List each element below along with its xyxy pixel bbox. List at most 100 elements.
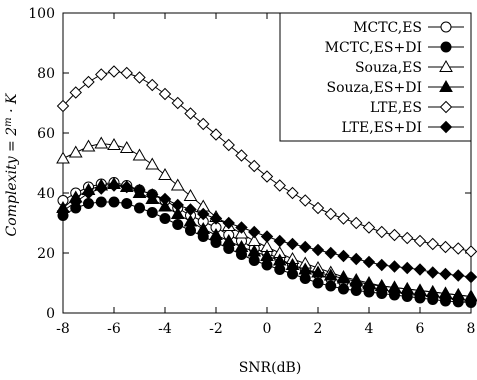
- diamond-marker: [209, 212, 223, 225]
- diamond-marker: [158, 192, 172, 206]
- x-tick-label: 4: [365, 321, 374, 337]
- series-line: [62, 142, 472, 297]
- y-tick-label: 0: [46, 306, 55, 322]
- triangle-marker: [119, 140, 134, 153]
- x-tick-label: -6: [107, 321, 121, 337]
- triangle-marker: [323, 268, 338, 281]
- diamond-marker: [299, 240, 312, 254]
- circle-marker: [440, 21, 452, 33]
- diamond-marker: [388, 260, 401, 273]
- y-axis-title-main: Complexity = 2: [4, 127, 20, 237]
- x-tick-label: 0: [263, 321, 272, 337]
- diamond-marker: [388, 228, 401, 242]
- diamond-marker: [337, 249, 350, 263]
- legend-label: Souza,ES+DI: [326, 80, 422, 96]
- diamond-marker: [362, 255, 376, 269]
- diamond-marker: [184, 107, 197, 120]
- diamond-marker: [299, 194, 312, 207]
- circle-marker: [261, 259, 273, 271]
- diamond-marker: [222, 216, 235, 230]
- triangle-marker: [400, 281, 415, 294]
- diamond-marker: [413, 234, 427, 248]
- diamond-marker: [209, 128, 223, 141]
- triangle-marker: [234, 239, 249, 252]
- triangle-marker: [464, 289, 477, 302]
- diamond-marker: [324, 246, 337, 260]
- circle-marker: [287, 268, 298, 280]
- triangle-marker: [145, 157, 160, 170]
- triangle-marker: [221, 233, 236, 246]
- diamond-marker: [452, 269, 465, 282]
- diamond-marker: [171, 198, 184, 212]
- diamond-marker: [286, 186, 299, 200]
- triangle-marker: [209, 227, 223, 240]
- diamond-marker: [401, 231, 414, 245]
- triangle-marker: [170, 178, 185, 191]
- triangle-marker: [439, 59, 453, 72]
- triangle-marker: [439, 79, 453, 92]
- y-tick-label: 100: [28, 6, 55, 22]
- legend-label: MCTC,ES+DI: [325, 40, 422, 56]
- y-tick-label: 60: [37, 126, 55, 142]
- diamond-marker: [158, 87, 172, 101]
- diamond-marker: [235, 149, 248, 162]
- diamond-marker: [69, 86, 82, 99]
- triangle-marker: [285, 257, 300, 270]
- legend-label: LTE,ES+DI: [342, 120, 422, 136]
- triangle-marker: [68, 145, 83, 158]
- diamond-marker: [273, 234, 286, 248]
- triangle-marker: [132, 148, 147, 161]
- circle-marker: [350, 285, 362, 296]
- diamond-marker: [248, 159, 261, 173]
- triangle-marker: [183, 188, 198, 201]
- circle-marker: [299, 273, 311, 284]
- x-tick-label: -4: [158, 321, 172, 337]
- diamond-marker: [184, 203, 197, 216]
- triangle-marker: [94, 136, 109, 149]
- diamond-marker: [146, 78, 159, 92]
- diamond-marker: [56, 99, 70, 113]
- circle-marker: [172, 219, 184, 230]
- circle-marker: [95, 196, 107, 208]
- y-axis-title-sup: m: [3, 117, 14, 126]
- diamond-marker: [146, 188, 159, 201]
- diamond-marker: [95, 68, 108, 81]
- diamond-marker: [56, 204, 70, 218]
- diamond-marker: [171, 96, 184, 110]
- diamond-marker: [107, 179, 121, 192]
- triangle-marker: [336, 271, 351, 284]
- y-tick-label: 80: [37, 66, 55, 82]
- diamond-marker: [82, 186, 95, 200]
- circle-marker: [121, 198, 133, 209]
- y-tick-label: 40: [37, 186, 55, 202]
- circle-marker: [274, 264, 286, 275]
- circle-marker: [134, 202, 145, 214]
- triangle-marker: [81, 139, 96, 152]
- diamond-marker: [235, 221, 248, 234]
- diamond-marker: [439, 267, 452, 281]
- triangle-marker: [183, 214, 198, 227]
- triangle-marker: [425, 284, 440, 297]
- triangle-marker: [272, 253, 287, 266]
- diamond-marker: [350, 216, 363, 230]
- triangle-marker: [158, 199, 172, 212]
- x-axis-title: SNR(dB): [239, 360, 302, 376]
- circle-marker: [159, 213, 171, 224]
- legend-label: LTE,ES: [370, 100, 422, 116]
- diamond-marker: [260, 230, 274, 243]
- diamond-marker: [197, 207, 210, 221]
- diamond-marker: [248, 225, 261, 239]
- circle-marker: [248, 255, 260, 266]
- diamond-marker: [69, 195, 82, 209]
- legend: MCTC,ES MCTC,ES+DI Souza,ES Souza,ES+DI LTE,…: [279, 12, 472, 142]
- diamond-marker: [260, 170, 274, 183]
- diamond-marker: [222, 138, 235, 152]
- diamond-marker: [401, 261, 414, 275]
- triangle-marker: [349, 274, 364, 287]
- triangle-marker: [298, 262, 313, 275]
- triangle-marker: [311, 265, 325, 278]
- x-tick-label: 8: [467, 321, 476, 337]
- triangle-marker: [247, 244, 262, 257]
- diamond-marker: [439, 100, 453, 114]
